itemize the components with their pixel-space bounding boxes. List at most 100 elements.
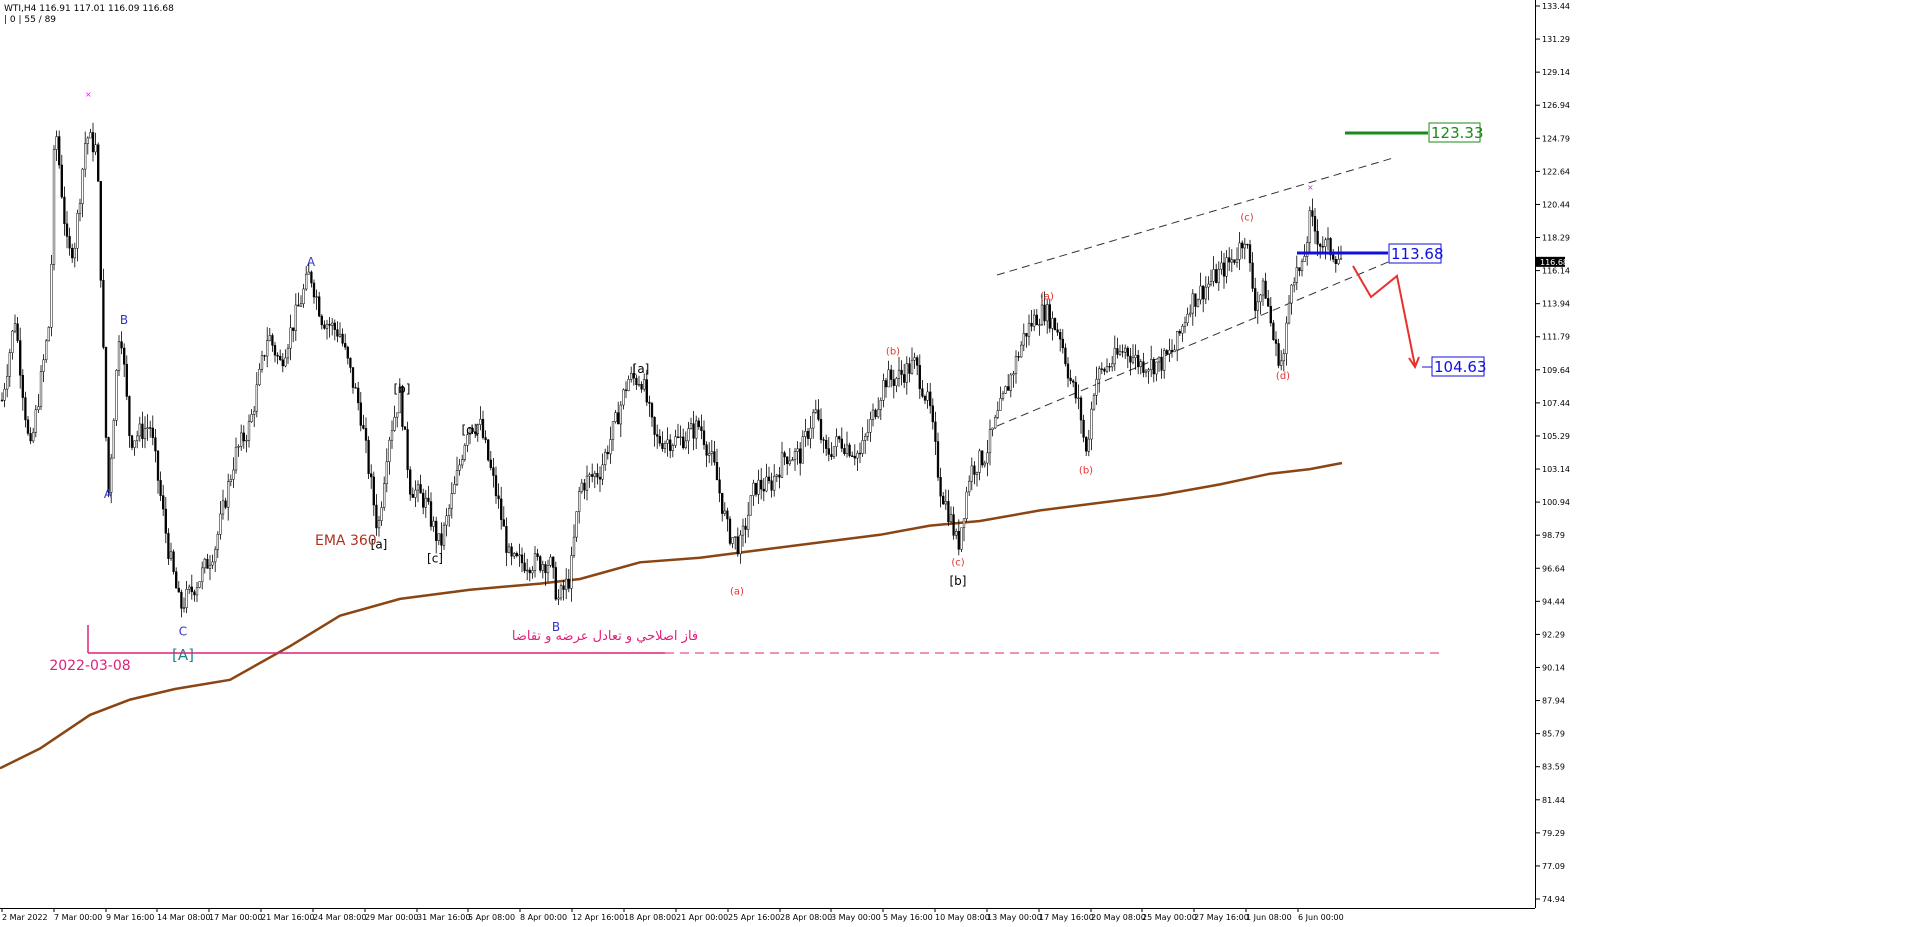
candle: [1225, 250, 1228, 284]
candle: [814, 399, 817, 414]
x-tick-label: 25 Apr 16:00: [728, 913, 780, 922]
candle: [1261, 277, 1265, 306]
candle: [1142, 352, 1145, 378]
candle: [944, 489, 947, 510]
candle: [757, 469, 760, 504]
candle: [705, 441, 708, 468]
candle: [1295, 255, 1298, 291]
candle: [593, 470, 596, 489]
candle: [598, 466, 602, 492]
x-tick-label: 24 Mar 08:00: [313, 913, 366, 922]
candle: [398, 378, 401, 414]
candle: [453, 476, 456, 495]
candle: [1329, 237, 1332, 261]
x-tick-label: 9 Mar 16:00: [106, 913, 154, 922]
candle: [229, 474, 232, 487]
candle: [1022, 323, 1025, 352]
y-tick-label: 90.14: [1542, 663, 1565, 672]
candle: [986, 439, 989, 477]
candle: [991, 427, 994, 437]
candle: [513, 551, 516, 560]
candle: [11, 330, 14, 360]
candle: [21, 369, 24, 411]
candle: [1191, 289, 1194, 326]
candle: [429, 492, 433, 531]
candle: [502, 506, 505, 527]
y-tick-label: 131.29: [1542, 35, 1570, 44]
candle: [596, 463, 599, 485]
candle: [266, 327, 269, 368]
candle: [494, 466, 498, 504]
y-tick-label: 103.14: [1542, 465, 1570, 474]
candle: [817, 399, 820, 422]
candle: [154, 429, 157, 463]
y-tick-label: 79.29: [1542, 829, 1565, 838]
wave-label: (a): [1040, 292, 1054, 303]
candle: [383, 476, 386, 511]
candle: [726, 507, 729, 532]
candle: [923, 394, 927, 405]
candle: [240, 424, 243, 451]
candle: [1173, 344, 1176, 353]
candle: [401, 384, 404, 431]
candle: [973, 461, 976, 485]
candle: [1051, 311, 1054, 341]
candle: [318, 291, 321, 318]
candle: [793, 447, 797, 471]
candle: [97, 142, 100, 182]
candle: [1103, 367, 1106, 376]
candle: [99, 181, 102, 288]
x-tick-label: 6 Jun 00:00: [1298, 913, 1344, 922]
wave-label: [a]: [371, 538, 388, 552]
candle: [661, 431, 664, 452]
candle: [1277, 338, 1280, 369]
candle: [377, 515, 381, 537]
candle: [994, 414, 997, 430]
candle: [1147, 367, 1150, 384]
candle: [1064, 343, 1067, 367]
candle: [832, 446, 836, 460]
candle: [1134, 344, 1137, 370]
candle: [107, 436, 110, 498]
candle: [1311, 198, 1314, 227]
y-tick-label: 85.79: [1542, 730, 1565, 739]
candle: [526, 558, 529, 581]
candle: [323, 320, 326, 330]
candle: [632, 364, 635, 386]
candle: [357, 381, 360, 411]
candle: [1139, 359, 1142, 375]
candle: [840, 427, 843, 453]
y-tick-label: 92.29: [1542, 630, 1565, 639]
candle: [492, 457, 495, 488]
candle: [671, 443, 674, 458]
candle: [1087, 429, 1090, 457]
candle: [570, 546, 573, 602]
candle: [926, 382, 929, 409]
symbol-info: WTI,H4 116.91 117.01 116.09 116.68: [4, 4, 174, 14]
candle: [536, 548, 539, 561]
candle: [8, 348, 11, 387]
candle: [497, 483, 500, 509]
candle: [1217, 261, 1220, 291]
candle: [559, 583, 563, 601]
candle: [765, 463, 768, 493]
candle: [507, 543, 511, 554]
candle: [1233, 259, 1236, 265]
candle: [1163, 348, 1166, 379]
candle: [637, 375, 641, 387]
candle: [809, 416, 812, 449]
candle: [877, 397, 880, 419]
wave-channel: [996, 157, 1394, 427]
candle: [112, 418, 115, 459]
candle: [689, 417, 693, 430]
x-tick-label: 10 May 08:00: [935, 913, 990, 922]
candle: [1248, 239, 1252, 272]
candle: [900, 360, 903, 386]
candle: [848, 442, 851, 458]
candle: [250, 409, 253, 423]
y-tick-label: 107.44: [1542, 399, 1570, 408]
candle: [146, 414, 149, 441]
candle: [130, 434, 134, 451]
